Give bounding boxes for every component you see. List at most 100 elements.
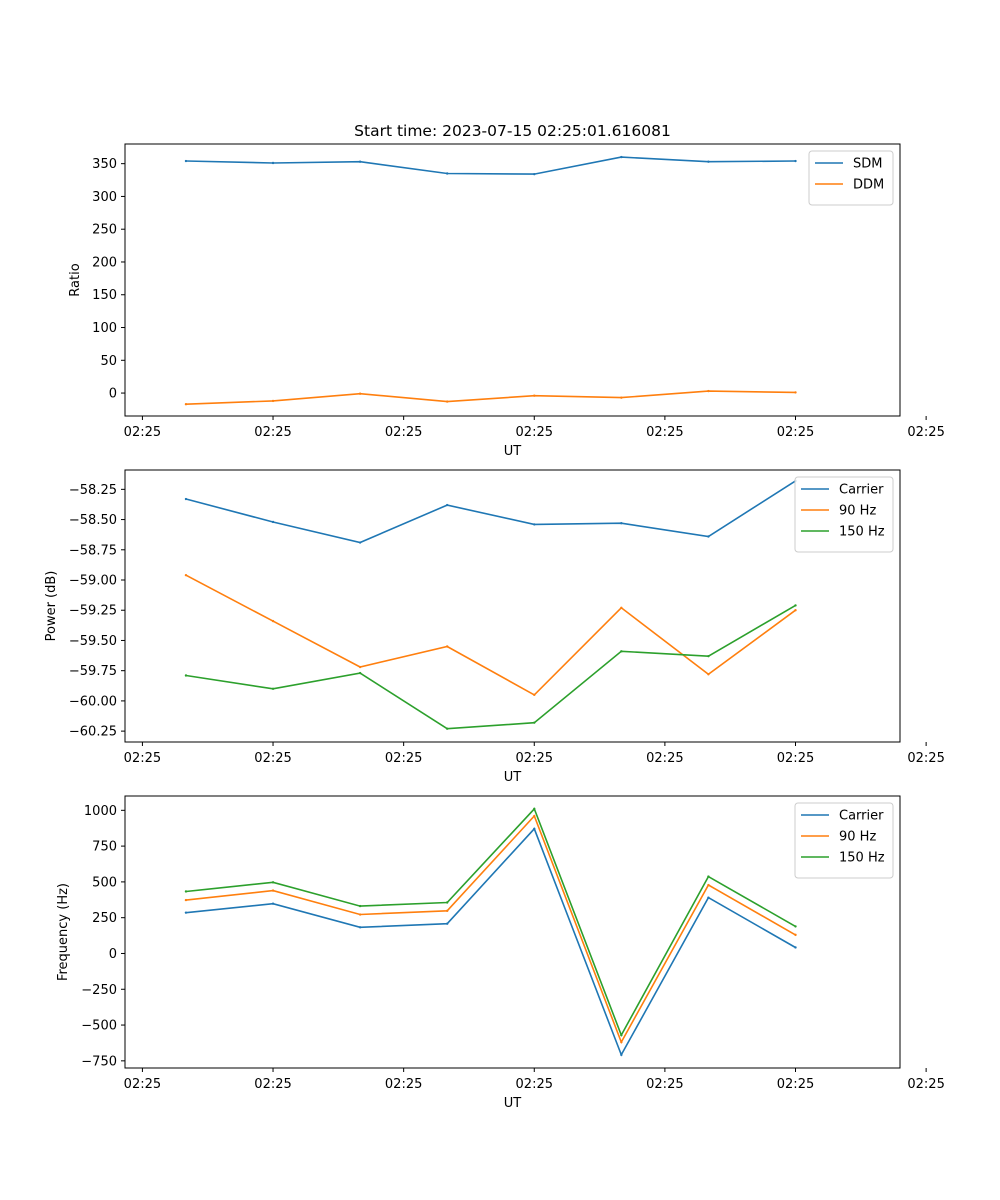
legend-box <box>794 476 894 553</box>
y-tick-label: −60.25 <box>69 725 117 740</box>
x-tick-label: 02:25 <box>124 751 161 766</box>
x-tick-label: 02:25 <box>646 1077 683 1092</box>
data-point <box>620 155 623 159</box>
data-point <box>794 925 797 928</box>
x-tick-label: 02:25 <box>516 751 553 766</box>
chart-title: Start time: 2023-07-15 02:25:01.616081 <box>354 122 671 140</box>
data-point <box>620 1033 623 1037</box>
data-point <box>794 604 797 607</box>
series-line-sdm <box>185 156 796 175</box>
x-tick-label: 02:25 <box>516 425 553 440</box>
legend-label: DDM <box>853 178 884 193</box>
y-axis-label: Power (dB) <box>44 571 59 642</box>
data-point <box>445 503 449 507</box>
x-tick-label: 02:25 <box>254 425 291 440</box>
data-point <box>794 391 797 394</box>
data-point <box>271 889 275 892</box>
data-point <box>533 827 536 830</box>
data-point <box>271 520 275 524</box>
data-point <box>184 159 188 163</box>
legend-label: Carrier <box>839 483 884 498</box>
data-point <box>184 573 188 577</box>
data-point <box>707 654 710 658</box>
x-tick-label: 02:25 <box>646 751 683 766</box>
x-tick-label: 02:25 <box>124 1077 161 1092</box>
data-point <box>184 898 188 902</box>
series-line-150-hz <box>185 807 796 1037</box>
legend: SDM DDM <box>808 150 894 206</box>
series-line-90-hz <box>185 574 796 696</box>
y-tick-label: −58.25 <box>69 483 117 498</box>
data-point <box>358 671 362 675</box>
data-point <box>271 687 275 691</box>
x-axis-label: UT <box>504 444 522 459</box>
y-tick-label: −59.50 <box>69 634 117 649</box>
data-point <box>707 535 710 538</box>
y-tick-label: 750 <box>92 840 117 855</box>
legend-box <box>794 802 894 879</box>
y-tick-label: −500 <box>81 1019 117 1034</box>
y-tick-label: 50 <box>100 354 117 369</box>
data-point <box>445 727 449 730</box>
data-point <box>358 392 362 395</box>
x-tick-label: 02:25 <box>516 1077 553 1092</box>
data-point <box>533 814 536 818</box>
legend: Carrier 90 Hz 150 Hz <box>794 476 894 553</box>
y-axis-label: Ratio <box>68 263 83 296</box>
y-tick-label: −58.75 <box>69 543 117 558</box>
series-line-ddm <box>185 390 796 405</box>
data-point <box>358 904 362 908</box>
x-tick-label: 02:25 <box>907 425 944 440</box>
data-point <box>707 389 710 393</box>
data-point <box>358 665 362 669</box>
y-tick-label: 200 <box>92 255 117 270</box>
x-tick-label: 02:25 <box>777 751 814 766</box>
subplot-1: 02:25 02:25 02:25 02:25 02:25 02:25 02:25 0 50 10… <box>68 143 945 459</box>
x-tick-label: 02:25 <box>907 751 944 766</box>
data-point <box>358 160 362 163</box>
data-point <box>620 1040 623 1044</box>
y-tick-label: 300 <box>92 190 117 205</box>
x-axis-label: UT <box>504 770 522 785</box>
y-tick-label: 350 <box>92 157 117 172</box>
data-point <box>533 807 536 811</box>
x-tick-label: 02:25 <box>254 1077 291 1092</box>
data-point <box>184 911 188 914</box>
legend-label: 150 Hz <box>839 525 885 540</box>
legend-label: 90 Hz <box>839 504 876 519</box>
data-point <box>533 394 536 397</box>
y-tick-label: −59.25 <box>69 604 117 619</box>
x-tick-label: 02:25 <box>907 1077 944 1092</box>
x-tick-label: 02:25 <box>777 425 814 440</box>
data-point <box>184 497 188 501</box>
y-tick-label: 250 <box>92 223 117 238</box>
y-tick-label: −59.75 <box>69 664 117 679</box>
y-tick-label: −58.50 <box>69 513 117 528</box>
legend-label: 90 Hz <box>839 830 876 845</box>
data-point <box>707 160 710 163</box>
y-tick-label: −250 <box>81 983 117 998</box>
data-point <box>533 721 536 724</box>
y-tick-label: 0 <box>109 947 117 962</box>
series-line-150-hz <box>185 604 796 730</box>
data-point <box>271 161 275 165</box>
data-point <box>707 875 710 878</box>
series-line-carrier <box>185 827 796 1057</box>
data-point <box>794 946 797 949</box>
data-point <box>358 926 362 929</box>
data-point <box>445 645 449 648</box>
data-point <box>533 523 536 526</box>
x-tick-label: 02:25 <box>777 1077 814 1092</box>
data-point <box>271 399 275 403</box>
data-point <box>707 896 710 899</box>
y-tick-label: −59.00 <box>69 574 117 589</box>
data-point <box>358 913 362 916</box>
data-point <box>184 890 188 893</box>
x-tick-label: 02:25 <box>385 1077 422 1092</box>
data-point <box>445 922 449 925</box>
data-point <box>184 674 188 677</box>
subplot-2: 02:25 02:25 02:25 02:25 02:25 02:25 02:25 −60.2… <box>44 469 945 785</box>
data-point <box>445 400 449 403</box>
data-point <box>533 172 536 176</box>
